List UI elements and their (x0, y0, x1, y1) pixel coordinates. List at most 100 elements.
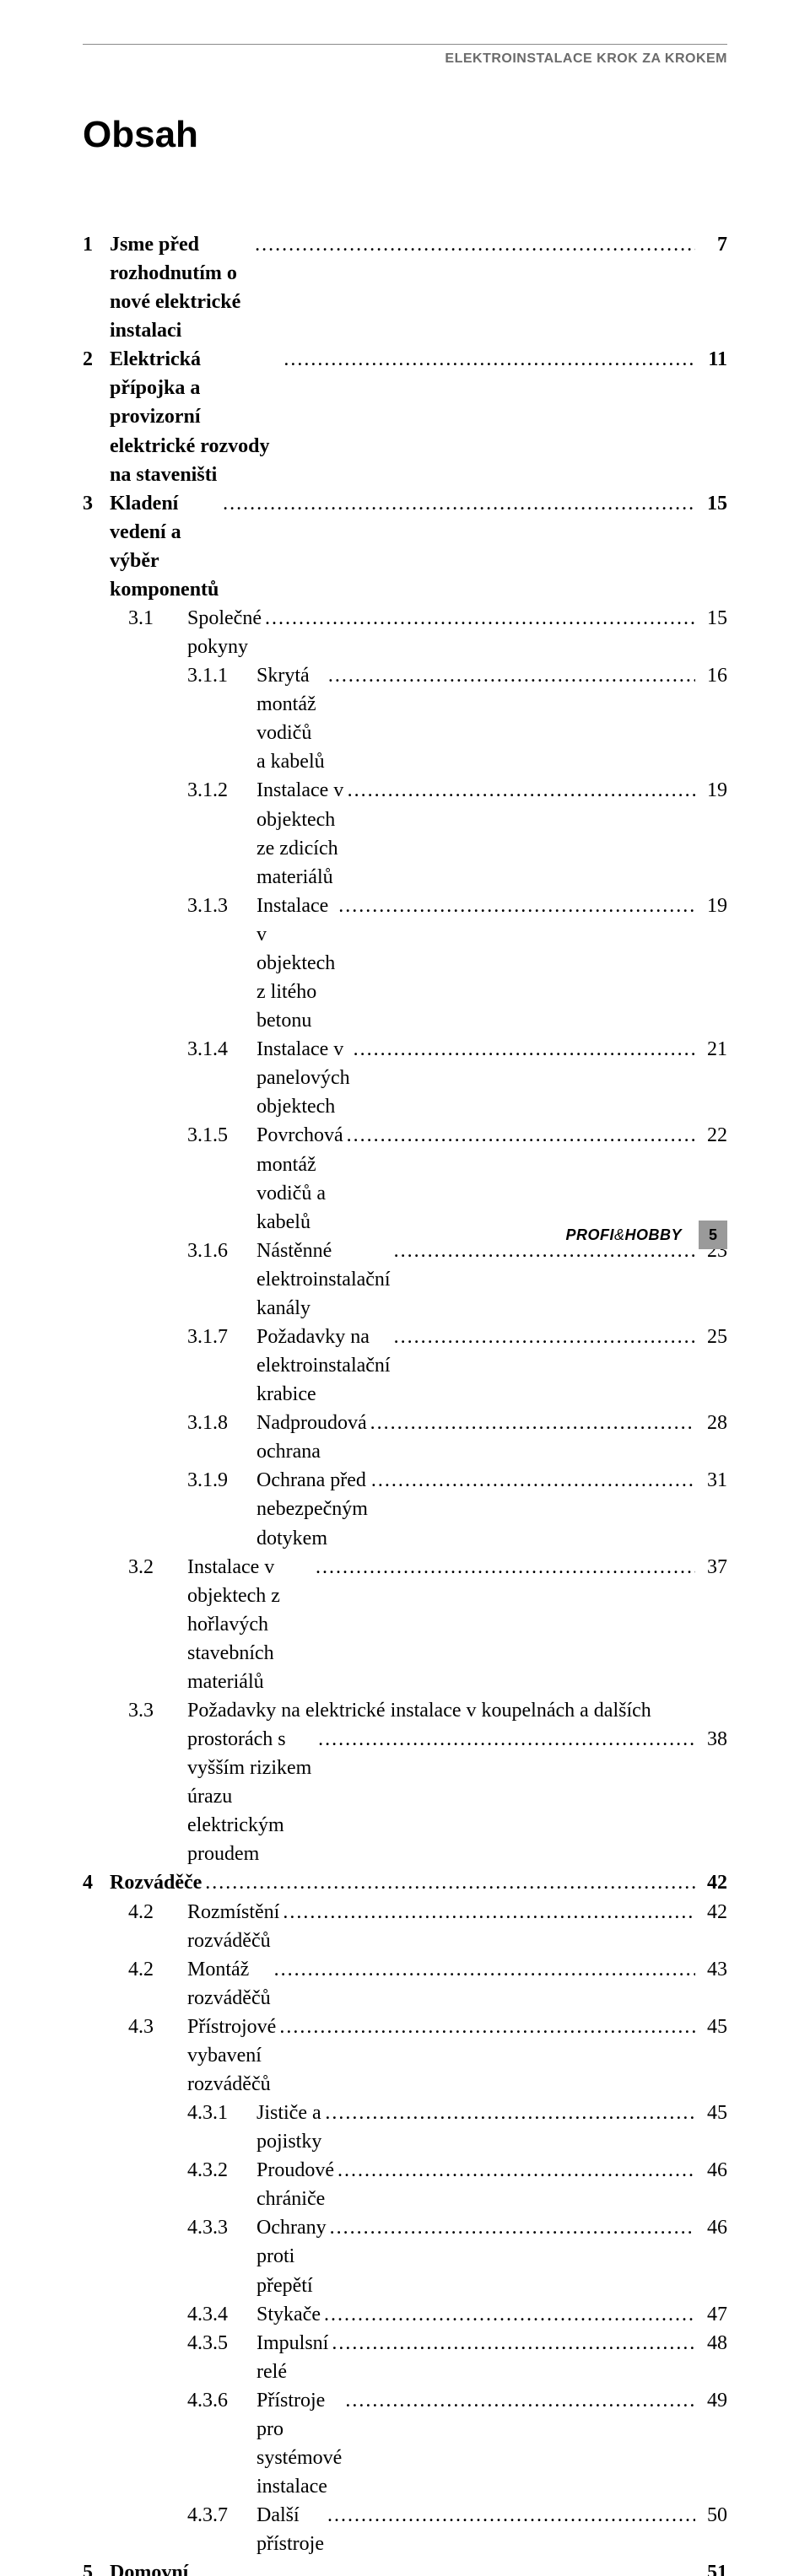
toc-label: Další přístroje (256, 2501, 324, 2558)
toc-num: 5 (83, 2558, 110, 2576)
toc-page: 50 (699, 2501, 727, 2530)
toc-page: 42 (699, 1898, 727, 1927)
footer-brand-left: PROFI (565, 1226, 614, 1243)
toc-row: 4.3.3Ochrany proti přepětí 46 (83, 2213, 727, 2299)
toc-subnum: 4.3.4 (187, 2300, 256, 2329)
toc-leader (318, 1725, 695, 1754)
toc-page: 46 (699, 2156, 727, 2185)
footer-brand-right: HOBBY (624, 1226, 682, 1243)
toc-row: 3.1.1Skrytá montáž vodičů a kabelů 16 (83, 661, 727, 776)
toc-leader (394, 1323, 695, 1351)
toc-page: 49 (699, 2386, 727, 2415)
toc-row: 4.2Rozmístění rozváděčů42 (83, 1898, 727, 1955)
toc-row: 4.3.4Stykače47 (83, 2300, 727, 2329)
toc-row: 4.3.7Další přístroje50 (83, 2501, 727, 2558)
toc-subnum: 3.1.6 (187, 1237, 256, 1265)
toc-subnum: 4.3.3 (187, 2213, 256, 2242)
toc-subnum: 4.3.6 (187, 2386, 256, 2415)
toc-leader (332, 2329, 695, 2358)
toc-row: 3.3Požadavky na elektrické instalace v k… (83, 1696, 727, 1725)
toc-row: 3.2Instalace v objektech z hořlavých sta… (83, 1553, 727, 1696)
toc-row: 4.3Přístrojové vybavení rozváděčů45 (83, 2013, 727, 2099)
toc-leader (205, 1868, 695, 1897)
toc-row: 3.1.6Nástěnné elektroinstalační kanály23 (83, 1237, 727, 1323)
toc-subnum: 3.1.1 (187, 661, 256, 690)
toc-label: Jističe a pojistky (256, 2099, 321, 2156)
toc-num: 3 (83, 489, 110, 518)
toc-label: Přístroje pro systémové instalace (256, 2386, 342, 2501)
toc-label: Instalace v objektech z hořlavých staveb… (187, 1553, 312, 1696)
header-rule (83, 44, 727, 45)
toc-label: Požadavky na elektrické instalace v koup… (187, 1696, 651, 1725)
toc-leader (347, 1121, 695, 1150)
toc-num: 2 (83, 345, 110, 374)
toc-page: 42 (699, 1868, 727, 1897)
toc-label: prostorách s vyšším rizikem úrazu elektr… (187, 1725, 315, 1868)
toc-subnum: 3.1.7 (187, 1323, 256, 1351)
toc-row: 3.1.4Instalace v panelových objektech21 (83, 1035, 727, 1121)
toc-leader (316, 1553, 695, 1582)
toc-leader (371, 1466, 695, 1495)
table-of-contents: 1Jsme před rozhodnutím o nové elektrické… (83, 230, 727, 2576)
toc-page: 28 (699, 1409, 727, 1437)
toc-row: 2Elektrická přípojka a provizorní elektr… (83, 345, 727, 488)
toc-leader (265, 604, 695, 633)
toc-page: 47 (699, 2300, 727, 2329)
toc-label: Požadavky na elektroinstalační krabice (256, 1323, 391, 1409)
toc-label: Nástěnné elektroinstalační kanály (256, 1237, 391, 1323)
toc-page: 38 (699, 1725, 727, 1754)
toc-leader (327, 2501, 695, 2530)
toc-label: Ochrany proti přepětí (256, 2213, 327, 2299)
toc-num: 4 (83, 1868, 110, 1897)
toc-leader (284, 345, 695, 374)
toc-leader (324, 2300, 695, 2329)
toc-page: 45 (699, 2099, 727, 2127)
toc-leader (325, 2099, 695, 2127)
toc-page: 46 (699, 2213, 727, 2242)
toc-row: 4.2Montáž rozváděčů43 (83, 1955, 727, 2013)
toc-page: 19 (699, 892, 727, 920)
toc-leader (370, 1409, 695, 1437)
toc-leader (255, 230, 695, 259)
toc-leader (345, 2386, 695, 2415)
toc-num: 3.2 (128, 1553, 187, 1582)
toc-page: 43 (699, 1955, 727, 1984)
toc-row: 4.3.1Jističe a pojistky 45 (83, 2099, 727, 2156)
toc-subnum: 3.1.9 (187, 1466, 256, 1495)
footer-brand: PROFI&HOBBY (565, 1226, 682, 1244)
toc-leader (348, 776, 695, 805)
toc-page: 16 (699, 661, 727, 690)
toc-page: 48 (699, 2329, 727, 2358)
toc-page: 19 (699, 776, 727, 805)
toc-row: 4.3.2Proudové chrániče46 (83, 2156, 727, 2213)
toc-page: 22 (699, 1121, 727, 1150)
toc-label: Skrytá montáž vodičů a kabelů (256, 661, 325, 776)
toc-leader (338, 892, 695, 920)
toc-leader (223, 489, 695, 518)
toc-page: 25 (699, 1323, 727, 1351)
toc-row: 3.1.2Instalace v objektech ze zdicích ma… (83, 776, 727, 891)
toc-row: 4Rozváděče42 (83, 1868, 727, 1897)
toc-page: 37 (699, 1553, 727, 1582)
toc-row: 3.1.7Požadavky na elektroinstalační krab… (83, 1323, 727, 1409)
toc-subnum: 3.1.5 (187, 1121, 256, 1150)
toc-num: 1 (83, 230, 110, 259)
toc-row: prostorách s vyšším rizikem úrazu elektr… (83, 1725, 727, 1868)
page: ELEKTROINSTALACE KROK ZA KROKEM Obsah 1J… (0, 0, 810, 1288)
toc-label: Montáž rozváděčů (187, 1955, 271, 2013)
toc-label: Impulsní relé (256, 2329, 328, 2386)
toc-label: Ochrana před nebezpečným dotykem (256, 1466, 368, 1552)
toc-leader (354, 1035, 695, 1064)
toc-page: 15 (699, 489, 727, 518)
toc-leader (338, 2156, 695, 2185)
toc-page: 51 (699, 2558, 727, 2576)
footer-page-number: 5 (699, 1221, 727, 1249)
toc-row: 1Jsme před rozhodnutím o nové elektrické… (83, 230, 727, 345)
toc-num: 4.2 (128, 1898, 187, 1927)
toc-row: 3Kladení vedení a výběr komponentů15 (83, 489, 727, 604)
toc-leader (330, 2213, 695, 2242)
toc-subnum: 4.3.1 (187, 2099, 256, 2127)
toc-num: 3.3 (128, 1696, 187, 1725)
toc-row: 3.1.5Povrchová montáž vodičů a kabelů22 (83, 1121, 727, 1236)
toc-label: Společné pokyny (187, 604, 262, 661)
